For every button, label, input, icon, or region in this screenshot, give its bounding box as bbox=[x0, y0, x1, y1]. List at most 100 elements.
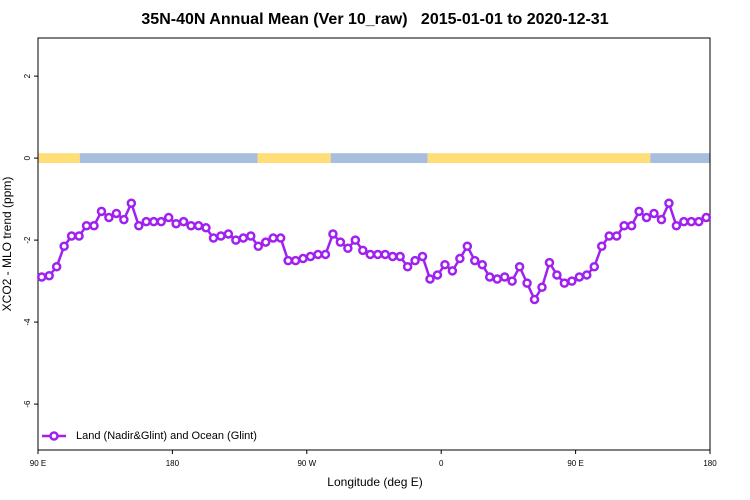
y-tick-label: -6 bbox=[23, 400, 32, 408]
x-tick-label: 180 bbox=[166, 459, 180, 468]
data-point bbox=[66, 231, 77, 241]
y-axis-label: XCO2 - MLO trend (ppm) bbox=[0, 177, 14, 312]
x-axis-label: Longitude (deg E) bbox=[327, 475, 422, 489]
data-point bbox=[686, 216, 697, 227]
data-point bbox=[589, 262, 600, 272]
data-point bbox=[626, 221, 637, 231]
data-point bbox=[574, 272, 585, 282]
data-point bbox=[246, 231, 256, 241]
legend-marker bbox=[49, 431, 59, 441]
data-point bbox=[119, 214, 129, 225]
data-point bbox=[694, 216, 704, 227]
data-point bbox=[410, 255, 420, 266]
y-tick-label: 0 bbox=[23, 155, 32, 160]
data-point bbox=[492, 274, 502, 284]
plot-frame bbox=[37, 37, 711, 451]
data-point bbox=[223, 229, 234, 239]
data-point bbox=[537, 282, 547, 292]
data-point bbox=[455, 253, 465, 264]
x-tick-label: 0 bbox=[439, 459, 444, 468]
data-point bbox=[231, 235, 241, 245]
data-point bbox=[470, 255, 480, 266]
data-point bbox=[298, 253, 308, 264]
data-point bbox=[559, 278, 570, 288]
data-point bbox=[499, 272, 510, 282]
data-point bbox=[529, 294, 540, 305]
data-point bbox=[634, 206, 644, 217]
x-tick-label: 90 E bbox=[567, 459, 583, 468]
data-point bbox=[701, 212, 712, 223]
data-point bbox=[59, 241, 69, 252]
data-point bbox=[664, 198, 674, 208]
surface-band bbox=[330, 153, 428, 164]
surface-band bbox=[38, 153, 80, 164]
data-point bbox=[96, 206, 107, 217]
data-point bbox=[208, 233, 219, 243]
data-point bbox=[201, 223, 211, 233]
data-point bbox=[104, 212, 114, 223]
data-point bbox=[313, 249, 323, 260]
data-point bbox=[641, 212, 652, 223]
data-point bbox=[350, 235, 361, 245]
data-point bbox=[275, 233, 286, 243]
data-point bbox=[656, 214, 667, 225]
data-point bbox=[507, 276, 517, 286]
data-point bbox=[679, 216, 689, 227]
x-tick-label: 90 W bbox=[297, 459, 316, 468]
surface-band bbox=[79, 153, 258, 164]
data-point bbox=[514, 262, 525, 272]
data-point bbox=[432, 270, 443, 280]
surface-band bbox=[650, 153, 710, 164]
data-point bbox=[126, 198, 137, 208]
data-point bbox=[111, 208, 122, 219]
data-point bbox=[283, 255, 293, 266]
data-point bbox=[447, 266, 458, 276]
data-point bbox=[343, 243, 353, 254]
data-point bbox=[372, 249, 383, 260]
data-point bbox=[619, 221, 629, 231]
data-point bbox=[260, 237, 271, 247]
data-point bbox=[89, 221, 99, 231]
data-point bbox=[320, 249, 331, 260]
data-point bbox=[253, 241, 264, 252]
data-point bbox=[134, 221, 144, 231]
data-point bbox=[484, 272, 495, 282]
data-point bbox=[148, 216, 159, 227]
data-point bbox=[51, 262, 62, 272]
data-point bbox=[552, 270, 562, 280]
data-point bbox=[649, 208, 659, 219]
data-point bbox=[611, 231, 622, 241]
data-point bbox=[365, 249, 376, 260]
y-tick-label: 2 bbox=[23, 73, 32, 78]
data-point bbox=[193, 221, 204, 231]
data-point bbox=[74, 231, 84, 241]
data-point bbox=[425, 274, 435, 284]
data-point bbox=[402, 262, 413, 272]
chart-title: 35N-40N Annual Mean (Ver 10_raw) 2015-01… bbox=[141, 11, 608, 28]
surface-band bbox=[257, 153, 331, 164]
x-tick-label: 180 bbox=[703, 459, 717, 468]
legend-label: Land (Nadir&Glint) and Ocean (Glint) bbox=[76, 430, 257, 442]
data-point bbox=[604, 231, 614, 241]
y-tick-label: -2 bbox=[23, 236, 32, 244]
data-point bbox=[544, 257, 555, 268]
data-point bbox=[81, 221, 92, 231]
data-point bbox=[305, 251, 316, 262]
data-point bbox=[163, 212, 174, 223]
data-point bbox=[462, 241, 473, 252]
y-tick-label: -4 bbox=[23, 318, 32, 326]
data-point bbox=[387, 251, 398, 262]
data-point bbox=[567, 276, 577, 286]
data-point bbox=[156, 216, 166, 227]
data-point bbox=[36, 272, 47, 282]
data-point bbox=[417, 251, 428, 262]
data-point bbox=[178, 216, 189, 227]
series-line bbox=[41, 199, 707, 303]
data-point bbox=[238, 233, 249, 243]
data-point bbox=[290, 255, 301, 266]
data-point bbox=[328, 229, 338, 239]
data-point bbox=[477, 259, 488, 270]
data-point bbox=[216, 231, 226, 241]
data-point bbox=[395, 251, 405, 262]
data-point bbox=[268, 233, 278, 243]
